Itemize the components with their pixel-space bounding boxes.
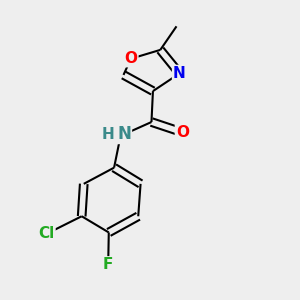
Text: H: H — [102, 127, 115, 142]
Text: O: O — [124, 51, 137, 66]
Text: N: N — [117, 125, 131, 143]
Text: N: N — [173, 66, 186, 81]
Text: O: O — [176, 125, 189, 140]
Text: Cl: Cl — [38, 226, 55, 242]
Text: F: F — [103, 257, 113, 272]
